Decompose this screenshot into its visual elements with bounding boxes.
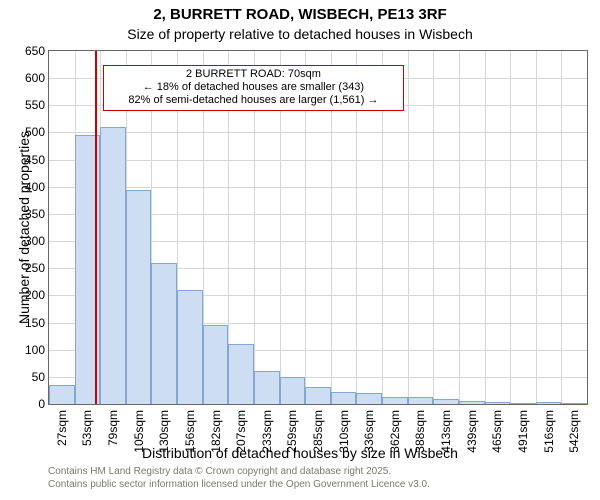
y-tick-label: 50 — [32, 370, 45, 384]
y-tick-label: 350 — [25, 207, 45, 221]
credits-line-1: Contains HM Land Registry data © Crown c… — [48, 466, 430, 479]
y-tick-label: 450 — [25, 153, 45, 167]
histogram-bar — [126, 190, 152, 405]
histogram-bar — [485, 402, 511, 404]
chart-subtitle: Size of property relative to detached ho… — [0, 26, 600, 42]
y-tick-label: 300 — [25, 234, 45, 248]
y-tick-label: 250 — [25, 261, 45, 275]
histogram-bar — [561, 403, 587, 404]
histogram-bar — [536, 402, 562, 404]
histogram-bar — [382, 397, 408, 404]
grid-line-v — [433, 51, 434, 404]
plot-area: 2 BURRETT ROAD: 70sqm← 18% of detached h… — [48, 50, 588, 405]
credits-line-2: Contains public sector information licen… — [48, 479, 430, 492]
x-tick-label: 53sqm — [80, 410, 94, 446]
y-tick-label: 500 — [25, 125, 45, 139]
histogram-bar — [331, 392, 357, 404]
grid-line-v — [408, 51, 409, 404]
grid-line-v — [536, 51, 537, 404]
grid-line-h — [49, 160, 587, 161]
histogram-bar — [459, 401, 485, 404]
x-tick-label: 79sqm — [106, 410, 120, 446]
chart-title: 2, BURRETT ROAD, WISBECH, PE13 3RF — [0, 6, 600, 23]
y-tick-label: 400 — [25, 180, 45, 194]
histogram-bar — [510, 403, 536, 404]
annotation-line-2: ← 18% of detached houses are smaller (34… — [106, 81, 401, 94]
x-tick-label: 27sqm — [55, 410, 69, 446]
histogram-bar — [305, 387, 331, 404]
grid-line-v — [561, 51, 562, 404]
grid-line-v — [510, 51, 511, 404]
histogram-bar — [254, 371, 280, 404]
y-tick-label: 650 — [25, 44, 45, 58]
y-tick-label: 0 — [38, 397, 45, 411]
histogram-bar — [49, 385, 75, 404]
reference-line — [95, 51, 97, 404]
y-tick-label: 550 — [25, 98, 45, 112]
grid-line-h — [49, 187, 587, 188]
annotation-box: 2 BURRETT ROAD: 70sqm← 18% of detached h… — [103, 65, 404, 111]
y-tick-label: 100 — [25, 343, 45, 357]
annotation-line-3: 82% of semi-detached houses are larger (… — [106, 94, 401, 107]
y-tick-label: 150 — [25, 316, 45, 330]
histogram-bar — [280, 377, 306, 404]
chart-container: 2, BURRETT ROAD, WISBECH, PE13 3RF Size … — [0, 0, 600, 500]
grid-line-h — [49, 132, 587, 133]
histogram-bar — [203, 325, 229, 404]
y-tick-label: 600 — [25, 71, 45, 85]
y-tick-label: 200 — [25, 288, 45, 302]
grid-line-v — [485, 51, 486, 404]
histogram-bar — [100, 127, 126, 404]
grid-line-v — [459, 51, 460, 404]
credits: Contains HM Land Registry data © Crown c… — [48, 466, 430, 491]
histogram-bar — [356, 393, 382, 404]
histogram-bar — [151, 263, 177, 404]
histogram-bar — [408, 397, 434, 404]
histogram-bar — [433, 399, 459, 404]
histogram-bar — [177, 290, 203, 404]
annotation-line-1: 2 BURRETT ROAD: 70sqm — [106, 68, 401, 81]
x-axis-label: Distribution of detached houses by size … — [0, 445, 600, 461]
histogram-bar — [228, 344, 254, 404]
